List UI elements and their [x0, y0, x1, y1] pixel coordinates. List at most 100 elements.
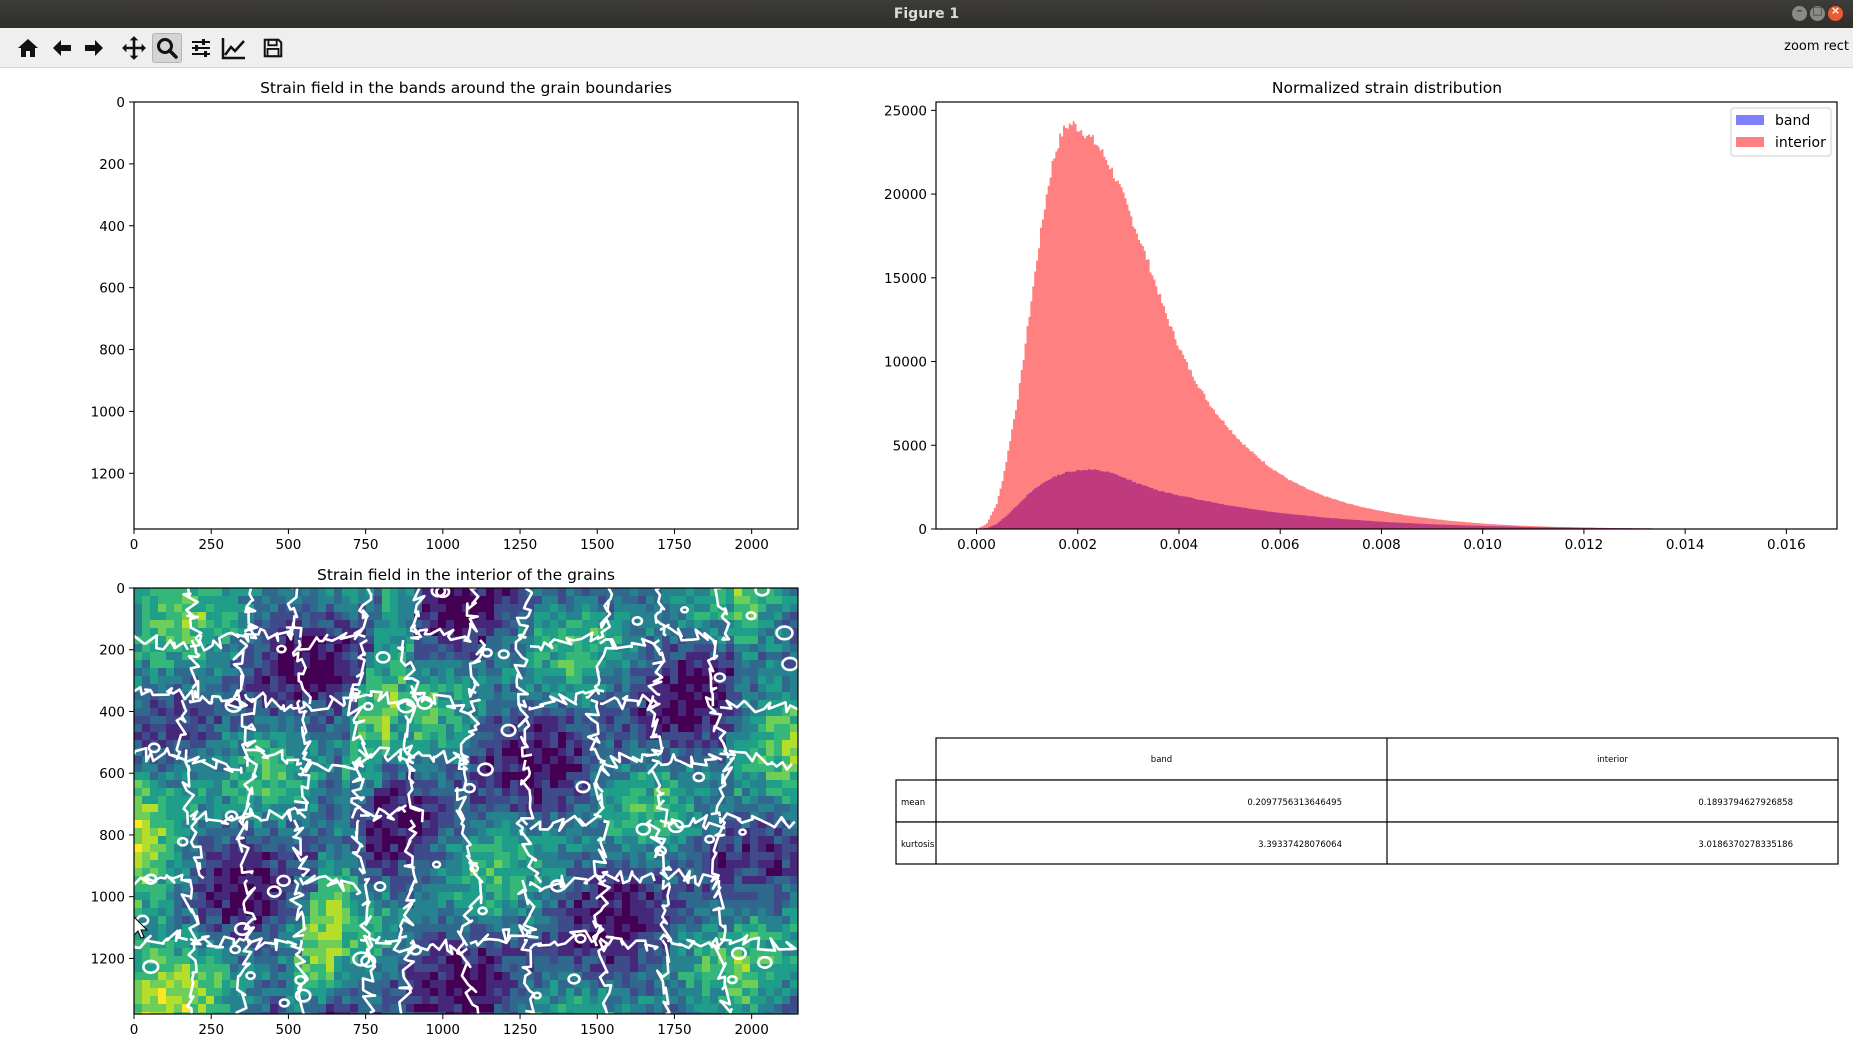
heatmap-cell	[430, 708, 438, 716]
heatmap-cell	[134, 764, 142, 772]
heatmap-cell	[654, 684, 662, 692]
save-button[interactable]	[258, 33, 288, 63]
heatmap-cell	[558, 828, 566, 836]
heatmap-cell	[310, 700, 318, 708]
heatmap-cell	[766, 844, 774, 852]
heatmap-cell	[782, 828, 790, 836]
heatmap-cell	[238, 636, 246, 644]
heatmap-cell	[742, 924, 750, 932]
heatmap-cell	[142, 972, 150, 980]
zoom-button[interactable]	[152, 33, 182, 63]
heatmap-cell	[414, 812, 422, 820]
grain-boundary	[467, 639, 487, 698]
heatmap-cell	[510, 940, 518, 948]
heatmap-cell	[470, 996, 478, 1004]
heatmap-cell	[334, 836, 342, 844]
heatmap-cell	[198, 956, 206, 964]
heatmap-cell	[318, 724, 326, 732]
forward-button[interactable]	[79, 33, 109, 63]
heatmap-cell	[358, 820, 366, 828]
heatmap-cell	[654, 884, 662, 892]
heatmap-cell	[310, 844, 318, 852]
heatmap-cell	[662, 596, 670, 604]
grain-boundary	[654, 588, 667, 637]
heatmap-cell	[214, 684, 222, 692]
heatmap-cell	[750, 996, 758, 1004]
heatmap-cell	[726, 644, 734, 652]
heatmap-cell	[558, 660, 566, 668]
heatmap-cell	[182, 956, 190, 964]
heatmap-cell	[374, 972, 382, 980]
heatmap-cell	[566, 988, 574, 996]
subplots-button[interactable]	[186, 33, 216, 63]
heatmap-cell	[758, 708, 766, 716]
heatmap-cell	[606, 972, 614, 980]
heatmap-cell	[382, 812, 390, 820]
heatmap-cell	[758, 748, 766, 756]
heatmap-cell	[446, 996, 454, 1004]
heatmap-cell	[662, 636, 670, 644]
heatmap-cell	[790, 700, 798, 708]
heatmap-cell	[438, 756, 446, 764]
heatmap-cell	[486, 932, 494, 940]
heatmap-cell	[342, 988, 350, 996]
heatmap-cell	[646, 764, 654, 772]
heatmap-cell	[782, 740, 790, 748]
heatmap-cell	[278, 724, 286, 732]
heatmap-cell	[318, 916, 326, 924]
heatmap-cell	[678, 852, 686, 860]
heatmap-cell	[294, 916, 302, 924]
heatmap-cell	[758, 956, 766, 964]
interior-strain-axes: Strain field in the interior of the grai…	[91, 566, 804, 1038]
heatmap-cell	[622, 780, 630, 788]
edit-axes-button[interactable]	[219, 33, 249, 63]
interior-strain-image[interactable]	[132, 585, 804, 1021]
heatmap-cell	[294, 860, 302, 868]
heatmap-cell	[246, 732, 254, 740]
heatmap-cell	[334, 740, 342, 748]
close-button[interactable]: ×	[1828, 4, 1843, 21]
maximize-button[interactable]: □	[1810, 4, 1825, 21]
heatmap-cell	[310, 916, 318, 924]
heatmap-cell	[614, 660, 622, 668]
heatmap-cell	[566, 908, 574, 916]
heatmap-cell	[774, 908, 782, 916]
heatmap-cell	[662, 828, 670, 836]
heatmap-cell	[166, 948, 174, 956]
heatmap-cell	[670, 876, 678, 884]
heatmap-cell	[326, 788, 334, 796]
minimize-button[interactable]: –	[1792, 4, 1807, 21]
heatmap-cell	[454, 684, 462, 692]
heatmap-cell	[374, 684, 382, 692]
back-button[interactable]	[47, 33, 77, 63]
heatmap-cell	[438, 644, 446, 652]
heatmap-cell	[206, 652, 214, 660]
home-button[interactable]	[13, 33, 43, 63]
heatmap-cell	[486, 588, 494, 596]
heatmap-cell	[134, 596, 142, 604]
heatmap-cell	[702, 628, 710, 636]
heatmap-cell	[342, 740, 350, 748]
strain-distribution-axes: Normalized strain distribution 0.000 0.00…	[884, 79, 1838, 553]
heatmap-cell	[286, 708, 294, 716]
heatmap-cell	[262, 852, 270, 860]
heatmap-cell	[414, 684, 422, 692]
band-strain-plot-area[interactable]	[133, 101, 799, 530]
pan-button[interactable]	[119, 33, 149, 63]
heatmap-cell	[278, 788, 286, 796]
heatmap-cell	[478, 908, 486, 916]
heatmap-cell	[694, 916, 702, 924]
heatmap-cell	[254, 740, 262, 748]
heatmap-cell	[422, 668, 430, 676]
heatmap-cell	[726, 980, 734, 988]
heatmap-cell	[142, 964, 150, 972]
heatmap-cell	[334, 684, 342, 692]
heatmap-cell	[406, 644, 414, 652]
heatmap-cell	[654, 652, 662, 660]
heatmap-cell	[310, 892, 318, 900]
heatmap-cell	[686, 948, 694, 956]
heatmap-cell	[254, 708, 262, 716]
heatmap-cell	[550, 700, 558, 708]
heatmap-cell	[182, 636, 190, 644]
heatmap-cell	[598, 860, 606, 868]
